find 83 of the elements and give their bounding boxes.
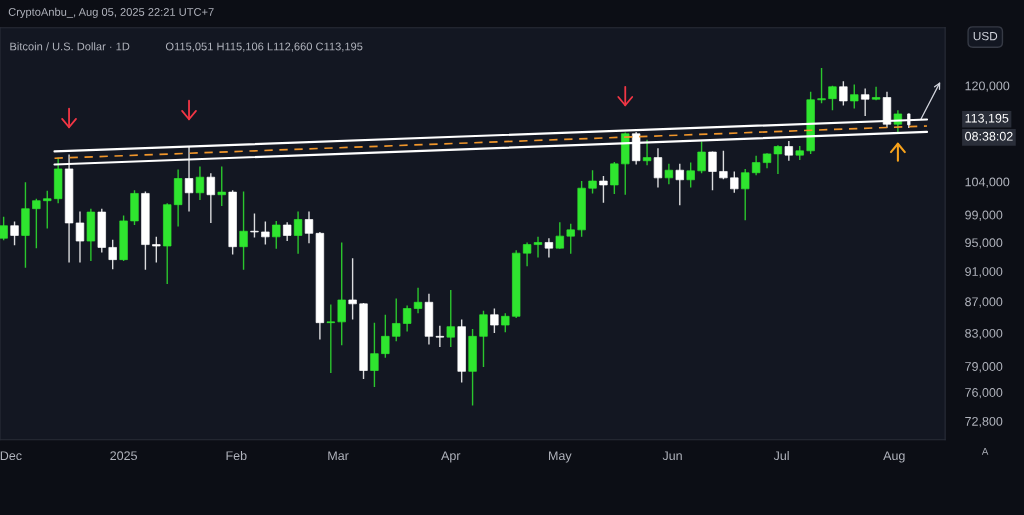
y-tick-label: 83,000 (965, 328, 1003, 340)
candlestick (217, 165, 226, 207)
candlestick (479, 310, 488, 368)
x-tick-label: Jul (773, 450, 789, 461)
candlestick (773, 144, 783, 175)
y-tick-label: 120,000 (965, 81, 1010, 92)
text: USD (973, 31, 998, 41)
y-tick-label: 99,000 (965, 210, 1003, 221)
candlestick (250, 212, 259, 239)
candlestick (75, 210, 85, 264)
y-tick-label: 87,000 (965, 297, 1003, 308)
candlestick (283, 221, 292, 242)
candlestick (861, 87, 870, 117)
candlestick (730, 170, 739, 194)
text: CryptoAnbu_, Aug 05, 2025 22:21 UTC+7 (8, 7, 214, 19)
x-tick-label: Apr (441, 451, 461, 463)
text: A (981, 448, 989, 455)
candlestick (675, 163, 684, 207)
candlestick (446, 289, 455, 348)
candlestick (381, 314, 390, 359)
y-tick-label: 76,000 (965, 388, 1003, 399)
candlestick (239, 190, 248, 271)
candlestick (337, 241, 346, 347)
candlestick (544, 237, 554, 259)
candlestick (741, 168, 750, 221)
x-tick-label: Dec (0, 451, 22, 461)
candlestick (370, 321, 379, 388)
candlestick (850, 83, 859, 110)
candlestick (588, 169, 597, 195)
y-tick-label: 95,000 (965, 238, 1003, 249)
y-tick-label: 91,000 (965, 267, 1003, 278)
y-tick-label: 72,800 (965, 416, 1003, 428)
candlestick (566, 222, 575, 255)
candlestick (435, 325, 445, 348)
candlestick (195, 165, 205, 201)
candlestick (817, 67, 826, 104)
x-tick-label: Feb (226, 450, 247, 461)
candlestick (719, 150, 728, 180)
text: Bitcoin / U.S. Dollar · 1D (10, 42, 130, 51)
candlestick (697, 140, 706, 175)
candlestick (599, 175, 608, 204)
candlestick (784, 140, 794, 162)
candlestick (610, 161, 619, 195)
candlestick (206, 172, 216, 224)
text: 113,195 (965, 113, 1009, 125)
text: 08:38:02 (965, 131, 1013, 141)
candlestick (304, 210, 314, 244)
candlestick (555, 221, 564, 250)
x-tick-label: Jun (662, 451, 682, 461)
candlestick (828, 84, 837, 111)
x-tick-label: May (549, 451, 572, 463)
candlestick (293, 210, 303, 255)
x-tick-label: Mar (328, 451, 349, 461)
y-tick-label: 79,000 (965, 362, 1003, 373)
annotation: O115,051 H115,106 L112,660 C113,195 (165, 42, 363, 52)
candlestick (664, 163, 674, 185)
candlestick (871, 86, 881, 102)
candlestick (108, 238, 117, 270)
candlestick (522, 241, 532, 267)
candlestick (152, 236, 161, 264)
candlestick (32, 198, 41, 249)
candlestick (490, 307, 499, 334)
candlestick (348, 257, 357, 321)
x-tick-label: Aug (883, 451, 905, 463)
candlestick (686, 161, 695, 189)
x-tick-label: 2025 (110, 451, 137, 461)
candlestick (501, 312, 510, 333)
candlestick (43, 190, 52, 230)
candlestick (326, 303, 335, 374)
candlestick (642, 139, 652, 166)
candlestick (0, 216, 8, 242)
candlestick (653, 147, 663, 189)
candlestick (413, 287, 423, 314)
candlestick (261, 220, 270, 246)
candlestick (751, 155, 761, 176)
candlestick (10, 220, 19, 246)
candlestick (708, 150, 717, 191)
candlestick (402, 304, 412, 333)
candlestick (839, 80, 848, 107)
candlestick (392, 297, 401, 342)
candlestick (533, 236, 543, 259)
candlestick (272, 220, 281, 250)
y-tick-label: 104,000 (965, 177, 1010, 188)
